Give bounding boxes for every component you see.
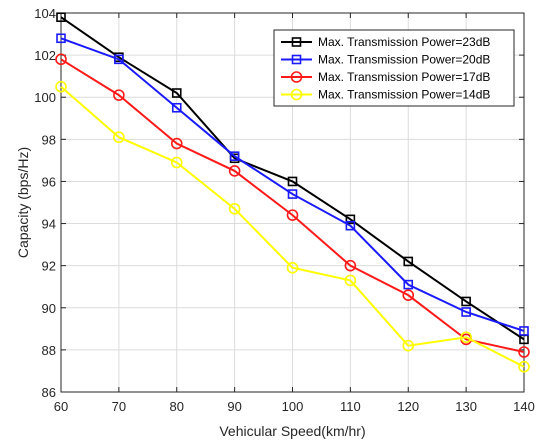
legend-marker-2 xyxy=(290,71,303,83)
series-1-point-3 xyxy=(229,151,240,161)
series-3-point-1 xyxy=(113,131,125,144)
y-tick-label-6: 98 xyxy=(42,132,56,147)
series-0-point-5 xyxy=(345,214,356,225)
series-2-point-2 xyxy=(170,137,183,150)
series-3-point-6 xyxy=(402,339,415,352)
series-2-point-1 xyxy=(113,89,125,101)
series-line-1 xyxy=(60,37,525,332)
x-tick-label-8: 140 xyxy=(513,399,535,414)
x-tick-label-0: 60 xyxy=(54,399,68,414)
legend-entry-3: Max. Transmission Power=14dB xyxy=(281,88,490,102)
series-2-point-6 xyxy=(402,289,415,301)
series-0-point-7 xyxy=(461,296,471,307)
legend: Max. Transmission Power=23dB Max. Transm… xyxy=(273,29,515,107)
legend-box xyxy=(273,29,515,107)
legend-marker-1 xyxy=(291,54,302,65)
series-0-point-2 xyxy=(171,88,182,98)
series-3-point-4 xyxy=(286,261,299,274)
series-3-point-7 xyxy=(460,331,472,344)
series-1-point-5 xyxy=(345,220,356,231)
legend-entry-2: Max. Transmission Power=17dB xyxy=(281,70,490,84)
series-0-point-6 xyxy=(403,256,414,267)
y-tick-label-5: 96 xyxy=(42,174,56,189)
x-tick-label-1: 70 xyxy=(112,399,126,414)
series-3 xyxy=(55,80,530,373)
series-1-point-6 xyxy=(403,279,414,290)
legend-label-3: Max. Transmission Power=14dB xyxy=(318,88,490,102)
y-tick-label-1: 88 xyxy=(42,343,56,358)
x-tick-label-5: 110 xyxy=(340,399,361,414)
x-tick-labels: 60 70 80 90 100 110 120 130 140 xyxy=(54,399,535,414)
y-tick-label-4: 94 xyxy=(42,217,56,232)
legend-label-0: Max. Transmission Power=23dB xyxy=(318,35,490,49)
y-tick-label-0: 86 xyxy=(42,385,56,400)
legend-marker-shape-3 xyxy=(290,88,303,101)
legend-label-1: Max. Transmission Power=20dB xyxy=(318,53,490,67)
y-tick-label-2: 90 xyxy=(42,301,56,316)
legend-marker-shape-1 xyxy=(291,54,302,65)
x-tick-label-2: 80 xyxy=(170,399,184,414)
y-axis-label: Capacity (bps/Hz) xyxy=(15,147,31,258)
series-2-point-3 xyxy=(228,165,241,177)
y-tick-labels: 86 88 90 92 94 96 98 100 102 104 xyxy=(34,6,56,400)
series-1-point-1 xyxy=(114,54,124,65)
series-3-point-5 xyxy=(344,274,357,287)
y-tick-label-8: 102 xyxy=(34,48,56,63)
y-tick-label-7: 100 xyxy=(34,90,56,105)
series-2 xyxy=(55,53,530,358)
series-line-2 xyxy=(60,58,525,353)
series-1 xyxy=(56,33,529,336)
series-1-point-2 xyxy=(171,102,182,113)
series-2-point-8 xyxy=(518,346,530,358)
series-3-point-8 xyxy=(518,360,530,373)
series-3-point-3 xyxy=(228,203,241,215)
series-1-point-0 xyxy=(56,33,66,44)
y-tick-label-3: 92 xyxy=(42,259,56,274)
series-1-point-4 xyxy=(287,189,298,199)
series-3-point-2 xyxy=(170,156,183,169)
legend-marker-3 xyxy=(290,88,303,101)
legend-marker-shape-2 xyxy=(290,71,303,83)
series-layer xyxy=(55,12,530,373)
series-3-point-0 xyxy=(55,80,67,93)
series-1-point-8 xyxy=(519,326,529,336)
series-1-point-7 xyxy=(461,307,471,317)
legend-marker-shape-0 xyxy=(291,37,302,47)
x-tick-label-6: 120 xyxy=(397,399,419,414)
legend-marker-0 xyxy=(291,37,302,47)
series-2-point-0 xyxy=(55,53,67,66)
series-line-3 xyxy=(60,85,525,368)
series-2-point-5 xyxy=(344,259,357,272)
legend-label-2: Max. Transmission Power=17dB xyxy=(318,70,490,84)
x-axis-label: Vehicular Speed(km/hr) xyxy=(219,423,365,439)
series-0-point-0 xyxy=(56,12,66,23)
series-2-point-4 xyxy=(286,209,299,221)
series-line-0 xyxy=(60,16,525,341)
series-0-point-4 xyxy=(287,176,298,187)
x-tick-label-4: 100 xyxy=(282,399,304,414)
y-tick-label-9: 104 xyxy=(34,6,56,21)
x-tick-label-7: 130 xyxy=(455,399,477,414)
x-tick-label-3: 90 xyxy=(227,399,241,414)
legend-entry-1: Max. Transmission Power=20dB xyxy=(281,53,490,67)
legend-entry-0: Max. Transmission Power=23dB xyxy=(281,35,490,49)
